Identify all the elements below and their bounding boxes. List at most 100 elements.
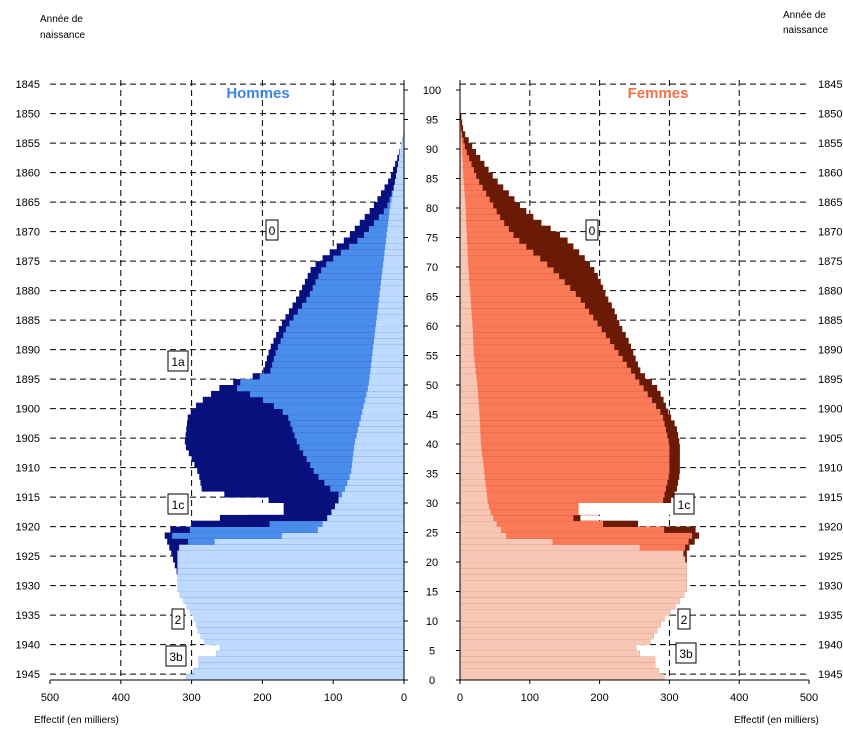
bar-femmes-mid [460,461,670,468]
bar-hommes-mid [333,255,404,262]
annotation-label: 3b [169,650,183,664]
bar-femmes-light [460,585,687,592]
bar-femmes-mid [460,143,465,150]
bar-hommes-mid [189,526,404,533]
birth-year-tick-label-left: 1870 [16,227,40,239]
bar-femmes-mid [460,202,494,209]
bar-hommes-light [177,585,404,592]
bar-hommes-light [380,278,404,286]
bar-hommes-mid [240,379,404,386]
bar-femmes-light [460,225,467,232]
bar-femmes-mid [460,385,644,392]
bar-femmes-light [460,444,482,451]
bar-femmes-mid [460,503,641,510]
bar-femmes-light [460,308,472,315]
x-tick-label-femmes: 400 [730,692,748,704]
bar-hommes-mid [306,296,404,303]
bar-hommes-light [359,420,404,427]
bar-hommes-light [381,272,404,280]
birth-year-tick-label-right: 1860 [818,168,842,180]
birth-year-tick-label-left: 1910 [16,463,40,475]
bar-hommes-mid [357,237,404,244]
bar-femmes-light [460,662,656,669]
bar-hommes-light [362,408,404,415]
bar-femmes-light [460,503,489,510]
bar-hommes-light [196,621,404,628]
annotation-label: 2 [681,613,688,627]
bar-femmes-light [460,261,469,268]
bar-femmes-mid [460,426,666,433]
annotation-box [673,493,695,515]
bar-hommes-light [177,579,404,586]
birth-year-tick-label-right: 1920 [818,522,842,534]
x-tick-label-femmes: 200 [590,692,608,704]
bar-hommes-light [399,149,404,156]
x-tick-label-femmes: 100 [521,692,539,704]
bar-hommes-mid [275,349,404,356]
bar-hommes-light [384,249,404,256]
bar-femmes-light [460,449,482,457]
annotation-label: 1c [678,498,691,512]
bar-femmes-light [460,544,640,551]
annotation-box [585,219,599,241]
bar-femmes-mid [460,208,497,215]
bar-hommes-light [401,143,404,150]
axes [49,80,810,684]
bar-hommes-light [388,213,404,221]
age-tick-label: 5 [429,646,435,658]
bar-femmes-mid [460,243,527,250]
bar-hommes-dark [201,485,404,492]
annotation-label: 2 [175,613,182,627]
bar-hommes-dark [219,514,404,522]
bar-femmes-light [460,650,640,657]
age-tick-label: 15 [426,587,438,599]
bar-femmes-mid [460,296,581,303]
bar-hommes-light [380,284,404,291]
bar-hommes-dark [191,455,404,463]
bar-hommes-light [373,337,404,345]
bar-hommes-dark [188,449,404,457]
age-tick-label: 0 [429,675,435,687]
right-axis-title-line2: naissance [783,25,828,36]
bar-femmes-mid [460,343,615,350]
bar-hommes-light [351,461,404,468]
bar-hommes-dark [197,467,404,474]
bar-hommes-mid [273,402,404,409]
bar-femmes-light [460,579,687,586]
bar-femmes-mid [460,444,670,451]
bar-femmes-mid [460,314,594,321]
birth-year-tick-label-right: 1895 [818,374,842,386]
bar-hommes-light [368,379,404,386]
age-tick-label: 30 [426,498,438,510]
bar-hommes-light [334,503,404,510]
bar-hommes-dark [268,497,404,504]
bar-femmes-mid [460,154,470,162]
bar-femmes-mid [460,538,689,545]
bar-femmes-mid [460,166,474,173]
bar-femmes-light [460,621,661,628]
bar-femmes-mid [460,290,576,297]
bar-femmes-mid [460,349,619,356]
bar-hommes-light [189,609,404,616]
bar-femmes-light [460,432,481,439]
bar-femmes-light [460,550,684,557]
bar-femmes-mid [460,491,665,498]
bar-femmes-mid [460,272,560,280]
bar-hommes-light [349,473,404,480]
bar-femmes-mid [460,408,661,415]
birth-year-tick-label-left: 1880 [16,286,40,298]
bar-femmes-light [460,143,462,150]
birth-year-tick-label-left: 1845 [16,79,40,91]
age-tick-label: 20 [426,557,438,569]
bar-hommes-light [216,650,404,657]
left-axis-title-line1: Année de [40,14,83,25]
bar-femmes-light [460,137,462,144]
birth-year-tick-label-right: 1875 [818,256,842,268]
bar-femmes-light [460,438,481,445]
bar-hommes-mid [309,290,404,297]
bar-femmes-mid [460,225,509,232]
bar-femmes-mid [460,190,487,197]
bar-femmes-light [460,526,502,533]
bar-femmes-light [460,402,479,409]
bar-hommes-mid [282,408,404,415]
